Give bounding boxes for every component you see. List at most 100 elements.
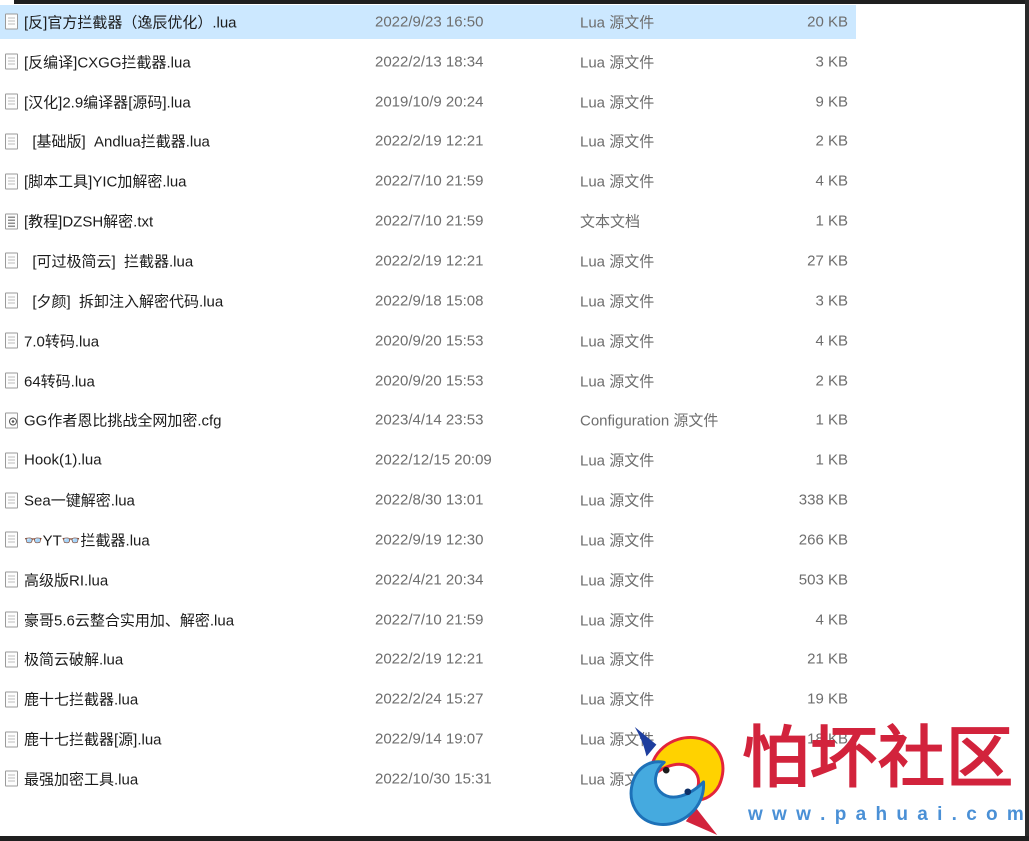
lua-file-icon [5, 292, 18, 309]
file-row[interactable]: 64转码.lua 2020/9/20 15:53 Lua 源文件 2 KB [0, 361, 1024, 401]
file-row[interactable]: [教程]DZSH解密.txt 2022/7/10 21:59 文本文档 1 KB [0, 201, 1024, 241]
file-type: Lua 源文件 [580, 14, 655, 32]
file-date-modified: 2022/2/19 12:21 [375, 650, 484, 668]
file-name-cell: GG作者恩比挑战全网加密.cfg [5, 410, 222, 431]
lua-file-icon [5, 252, 18, 269]
file-date-modified: 2022/9/23 16:50 [375, 13, 484, 31]
file-type: Lua 源文件 [580, 173, 655, 191]
file-type: Lua 源文件 [580, 731, 655, 749]
file-name: 高级版RI.lua [24, 572, 109, 590]
file-date-modified: 2022/9/18 15:08 [375, 292, 484, 310]
file-size: 3 KB [815, 292, 848, 310]
file-name-cell: 64转码.lua [5, 370, 95, 391]
file-name-cell: [汉化]2.9编译器[源码].lua [5, 91, 191, 112]
file-row[interactable]: 👓YT👓拦截器.lua 2022/9/19 12:30 Lua 源文件 266 … [0, 520, 1024, 560]
file-type: Lua 源文件 [580, 94, 655, 112]
text-file-icon [5, 213, 18, 230]
file-date-modified: 2022/2/13 18:34 [375, 53, 484, 71]
file-date-modified: 2023/4/14 23:53 [375, 411, 484, 429]
file-size: 338 KB [798, 491, 848, 509]
file-name-cell: 最强加密工具.lua [5, 768, 138, 789]
file-size: 1 KB [815, 212, 848, 230]
file-row[interactable]: 鹿十七拦截器[源].lua 2022/9/14 19:07 Lua 源文件 18… [0, 719, 1024, 759]
file-date-modified: 2022/2/19 12:21 [375, 132, 484, 150]
file-size: 19 KB [807, 690, 848, 708]
file-date-modified: 2022/9/19 12:30 [375, 531, 484, 549]
file-name: 鹿十七拦截器.lua [24, 691, 139, 709]
file-size: 18 KB [807, 730, 848, 748]
file-name: Hook(1).lua [24, 451, 102, 469]
file-size: 2 KB [815, 132, 848, 150]
window-bottom-border [0, 836, 1029, 841]
file-date-modified: 2019/10/9 20:24 [375, 93, 484, 111]
file-name-cell: 高级版RI.lua [5, 569, 108, 590]
file-row[interactable]: 7.0转码.lua 2020/9/20 15:53 Lua 源文件 4 KB [0, 321, 1024, 361]
watermark-url: w w w . p a h u a i . c o m [748, 804, 1026, 825]
file-row[interactable]: 鹿十七拦截器.lua 2022/2/24 15:27 Lua 源文件 19 KB [0, 679, 1024, 719]
file-date-modified: 2022/2/19 12:21 [375, 252, 484, 270]
file-name: 7.0转码.lua [24, 333, 100, 351]
file-name: 👓YT👓拦截器.lua [24, 532, 150, 550]
file-size: 1 KB [815, 451, 848, 469]
file-name-cell: 豪哥5.6云整合实用加、解密.lua [5, 609, 234, 630]
window-right-border [1025, 0, 1029, 841]
lua-file-icon [5, 770, 18, 787]
file-date-modified: 2022/9/14 19:07 [375, 730, 484, 748]
lua-file-icon [5, 332, 18, 349]
file-name-cell: [夕颜] 拆卸注入解密代码.lua [5, 290, 223, 311]
file-row[interactable]: 最强加密工具.lua 2022/10/30 15:31 Lua 源文件 [0, 759, 1024, 799]
file-name: Sea一键解密.lua [24, 492, 135, 510]
file-size: 266 KB [798, 531, 848, 549]
file-name-cell: [教程]DZSH解密.txt [5, 211, 153, 232]
file-size: 3 KB [815, 53, 848, 71]
file-row[interactable]: [反]官方拦截器（逸辰优化）.lua 2022/9/23 16:50 Lua 源… [0, 2, 1024, 42]
lua-file-icon [5, 53, 18, 70]
lua-file-icon [5, 651, 18, 668]
file-date-modified: 2022/7/10 21:59 [375, 611, 484, 629]
file-row[interactable]: [脚本工具]YIC加解密.lua 2022/7/10 21:59 Lua 源文件… [0, 161, 1024, 201]
file-type: Lua 源文件 [580, 691, 655, 709]
file-name-cell: [反]官方拦截器（逸辰优化）.lua [5, 11, 237, 32]
lua-file-icon [5, 492, 18, 509]
lua-file-icon [5, 133, 18, 150]
file-name: [可过极简云] 拦截器.lua [24, 253, 194, 271]
file-name-cell: [脚本工具]YIC加解密.lua [5, 171, 187, 192]
file-row[interactable]: [反编译]CXGG拦截器.lua 2022/2/13 18:34 Lua 源文件… [0, 42, 1024, 82]
file-row[interactable]: [基础版] Andlua拦截器.lua 2022/2/19 12:21 Lua … [0, 122, 1024, 162]
file-name-cell: 👓YT👓拦截器.lua [5, 529, 150, 550]
file-type: Lua 源文件 [580, 651, 655, 669]
lua-file-icon [5, 452, 18, 469]
file-date-modified: 2022/12/15 20:09 [375, 451, 492, 469]
file-type: 文本文档 [580, 213, 641, 231]
file-row[interactable]: [夕颜] 拆卸注入解密代码.lua 2022/9/18 15:08 Lua 源文… [0, 281, 1024, 321]
file-date-modified: 2022/7/10 21:59 [375, 172, 484, 190]
file-type: Lua 源文件 [580, 54, 655, 72]
file-row[interactable]: 豪哥5.6云整合实用加、解密.lua 2022/7/10 21:59 Lua 源… [0, 600, 1024, 640]
file-size: 20 KB [807, 13, 848, 31]
file-name-cell: 7.0转码.lua [5, 330, 99, 351]
file-row[interactable]: 极简云破解.lua 2022/2/19 12:21 Lua 源文件 21 KB [0, 640, 1024, 680]
file-row[interactable]: [可过极简云] 拦截器.lua 2022/2/19 12:21 Lua 源文件 … [0, 241, 1024, 281]
file-date-modified: 2022/4/21 20:34 [375, 571, 484, 589]
lua-file-icon [5, 93, 18, 110]
lua-file-icon [5, 13, 18, 30]
file-date-modified: 2022/2/24 15:27 [375, 690, 484, 708]
file-name-cell: [可过极简云] 拦截器.lua [5, 250, 193, 271]
config-file-icon [5, 412, 18, 429]
file-row[interactable]: [汉化]2.9编译器[源码].lua 2019/10/9 20:24 Lua 源… [0, 82, 1024, 122]
file-type: Lua 源文件 [580, 532, 655, 550]
file-name: 最强加密工具.lua [24, 771, 139, 789]
file-name: [脚本工具]YIC加解密.lua [24, 173, 187, 191]
file-row[interactable]: 高级版RI.lua 2022/4/21 20:34 Lua 源文件 503 KB [0, 560, 1024, 600]
file-name-cell: 鹿十七拦截器.lua [5, 689, 138, 710]
lua-file-icon [5, 611, 18, 628]
file-name: [反编译]CXGG拦截器.lua [24, 54, 191, 72]
file-name: 64转码.lua [24, 373, 95, 391]
file-row[interactable]: Sea一键解密.lua 2022/8/30 13:01 Lua 源文件 338 … [0, 480, 1024, 520]
lua-file-icon [5, 731, 18, 748]
file-size: 21 KB [807, 650, 848, 668]
file-size: 1 KB [815, 411, 848, 429]
file-date-modified: 2020/9/20 15:53 [375, 332, 484, 350]
file-row[interactable]: Hook(1).lua 2022/12/15 20:09 Lua 源文件 1 K… [0, 440, 1024, 480]
file-row[interactable]: GG作者恩比挑战全网加密.cfg 2023/4/14 23:53 Configu… [0, 400, 1024, 440]
